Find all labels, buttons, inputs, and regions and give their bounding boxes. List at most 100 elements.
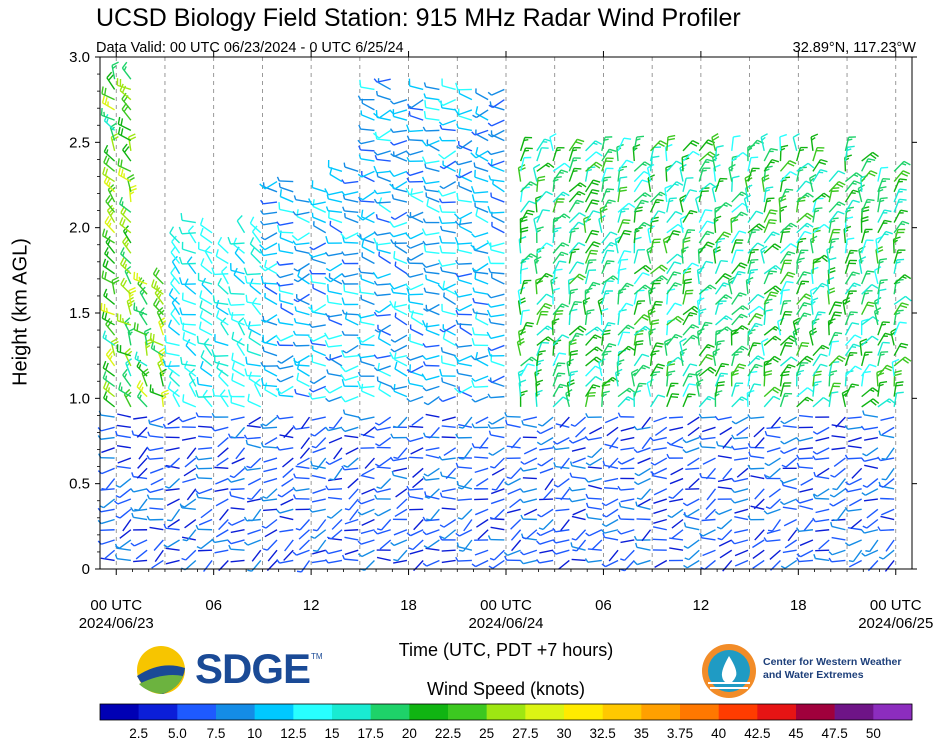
- wind-barb-713: [407, 492, 424, 500]
- wind-barb-1623: [763, 285, 782, 295]
- wind-barb-955: [487, 348, 505, 357]
- wind-barb-1022: [519, 136, 533, 152]
- wind-barb-772: [422, 354, 440, 360]
- wind-barb-1937: [893, 356, 912, 367]
- wind-barb-519: [328, 273, 343, 285]
- wind-barb-1065: [539, 549, 554, 554]
- wind-barb-1080: [552, 383, 568, 397]
- wind-barb-1628: [763, 231, 780, 244]
- wind-barb-1941: [893, 309, 904, 326]
- wind-barb-1470: [698, 167, 711, 182]
- wind-barb-1914: [877, 197, 888, 213]
- wind-barb-1928: [877, 456, 895, 462]
- wind-barb-376: [259, 262, 278, 272]
- wind-barb-432: [296, 457, 310, 466]
- wind-barb-1745: [809, 286, 818, 305]
- wind-barb-322: [247, 488, 262, 501]
- wind-barb-1496: [715, 326, 733, 336]
- wind-barb-53: [115, 508, 132, 519]
- wind-barb-1378: [666, 271, 682, 285]
- wind-barb-1356: [653, 508, 667, 515]
- wind-barb-1089: [552, 287, 560, 305]
- wind-barb-105: [136, 467, 148, 479]
- wind-barb-1584: [747, 258, 759, 274]
- wind-barb-1059: [536, 175, 546, 192]
- wind-barb-1756: [808, 174, 817, 192]
- wind-barb-848: [455, 529, 473, 537]
- wind-barb-1614: [763, 370, 773, 387]
- wind-barb-7: [100, 488, 115, 491]
- wind-barb-859: [458, 416, 473, 429]
- wind-barb-546: [340, 395, 359, 403]
- wind-barb-438: [296, 372, 310, 388]
- wind-barb-1639: [769, 549, 781, 560]
- wind-barb-384: [259, 180, 278, 190]
- wind-barb-255: [218, 519, 229, 531]
- wind-barb-973: [490, 158, 505, 172]
- wind-barb-1367: [666, 382, 679, 397]
- wind-barb-1441: [688, 478, 700, 489]
- wind-barb-1949: [893, 228, 906, 244]
- wind-barb-1548: [731, 211, 748, 224]
- wind-barb-882: [455, 170, 473, 179]
- wind-barb-1108: [552, 527, 570, 533]
- wind-barb-1360: [650, 467, 668, 475]
- wind-barb-353: [263, 508, 278, 512]
- wind-barb-1587: [747, 229, 760, 244]
- wind-barb-1665: [779, 271, 796, 285]
- wind-barb-710: [406, 529, 424, 537]
- x-tick-label-6: 12: [693, 597, 710, 614]
- wind-barb-1926: [878, 477, 895, 488]
- wind-barb-1244: [617, 387, 636, 398]
- wind-barb-957: [486, 331, 505, 340]
- wind-barb-355: [262, 488, 278, 499]
- wind-barb-1892: [864, 436, 879, 441]
- wind-barb-1438: [683, 508, 700, 518]
- wind-barb-500: [325, 485, 343, 491]
- wind-barb-375: [264, 259, 278, 275]
- wind-barb-851: [457, 498, 472, 501]
- wind-barb-474: [309, 375, 327, 385]
- wind-barb-10: [98, 453, 115, 459]
- wind-barb-1154: [569, 472, 586, 480]
- wind-barb-501: [328, 477, 343, 482]
- wind-barb-19: [105, 348, 116, 367]
- wind-barb-1094: [552, 242, 570, 254]
- wind-barb-1425: [682, 209, 698, 223]
- wind-barb-717: [409, 456, 424, 459]
- wind-barb-465: [311, 474, 326, 480]
- wind-barb-489: [311, 212, 327, 224]
- wind-barb-175: [170, 307, 181, 326]
- wind-barb-1722: [799, 539, 814, 547]
- wind-barb-1056: [536, 209, 550, 223]
- wind-barb-1947: [893, 249, 906, 264]
- wind-barb-1407: [682, 393, 696, 408]
- wind-barb-1643: [763, 508, 781, 515]
- wind-barb-1770: [816, 467, 830, 477]
- wind-barb-1314: [636, 518, 651, 521]
- wind-barb-597: [361, 252, 375, 265]
- wind-barb-1821: [844, 322, 860, 336]
- wind-barb-1295: [633, 284, 652, 295]
- wind-barb-693: [389, 232, 408, 238]
- wind-barb-768: [423, 396, 440, 406]
- colorbar-swatch-15: [680, 704, 719, 720]
- wind-barb-1366: [666, 393, 680, 408]
- wind-barb-598: [361, 239, 375, 254]
- wind-barb-1420: [682, 262, 700, 275]
- wind-barb-1706: [796, 271, 811, 285]
- wind-barb-734: [406, 273, 424, 278]
- wind-barb-490: [312, 199, 327, 213]
- wind-barb-280: [215, 249, 229, 265]
- wind-barb-318: [247, 529, 261, 535]
- wind-barb-448: [297, 269, 310, 285]
- wind-barb-1062: [536, 147, 549, 162]
- wind-barb-1600: [754, 529, 765, 541]
- wind-barb-875: [454, 236, 472, 245]
- wind-barb-467: [312, 457, 327, 470]
- wind-barb-1954: [893, 178, 907, 193]
- wind-barb-1867: [861, 270, 875, 285]
- wind-barb-1632: [763, 186, 774, 203]
- wind-barb-166: [167, 416, 180, 426]
- wind-barb-930: [470, 150, 489, 159]
